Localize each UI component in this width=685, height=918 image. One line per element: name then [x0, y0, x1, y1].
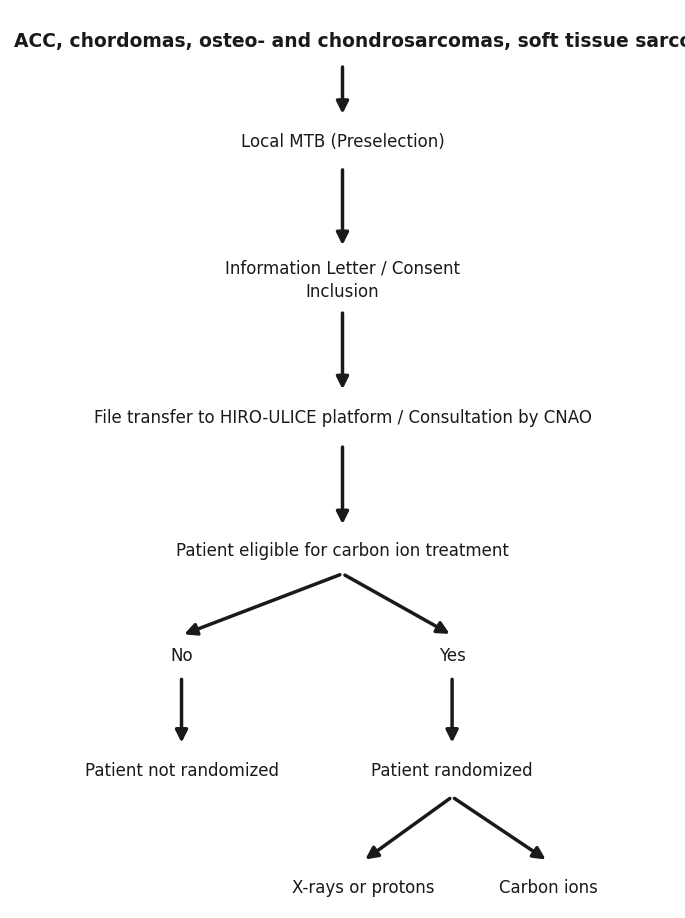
Text: Patient not randomized: Patient not randomized	[84, 762, 279, 780]
Text: File transfer to HIRO-ULICE platform / Consultation by CNAO: File transfer to HIRO-ULICE platform / C…	[94, 409, 591, 427]
Text: Yes: Yes	[438, 647, 466, 666]
Text: X-rays or protons: X-rays or protons	[292, 879, 434, 897]
Text: Local MTB (Preselection): Local MTB (Preselection)	[240, 133, 445, 151]
Text: No: No	[170, 647, 193, 666]
Text: Carbon ions: Carbon ions	[499, 879, 597, 897]
Text: Patient eligible for carbon ion treatment: Patient eligible for carbon ion treatmen…	[176, 542, 509, 560]
Text: ACC, chordomas, osteo- and chondrosarcomas, soft tissue sarcomas: ACC, chordomas, osteo- and chondrosarcom…	[14, 32, 685, 51]
Text: Information Letter / Consent
Inclusion: Information Letter / Consent Inclusion	[225, 259, 460, 301]
Text: Patient randomized: Patient randomized	[371, 762, 533, 780]
